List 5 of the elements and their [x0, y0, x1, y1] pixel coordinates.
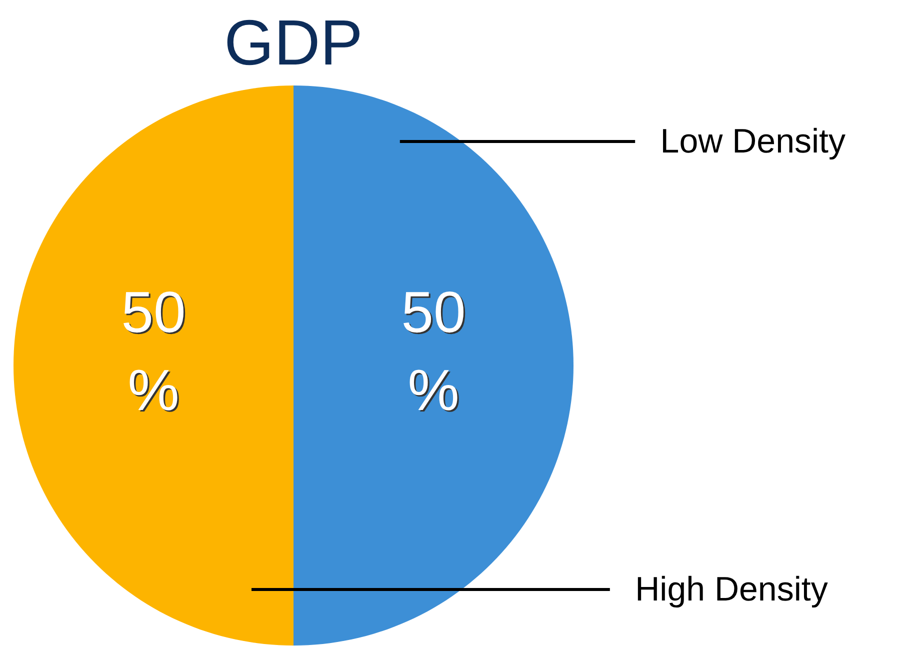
data-label: 50%	[402, 282, 468, 425]
data-label: 50%	[122, 282, 188, 425]
slice-label: High Density	[635, 570, 828, 608]
chart-title: GDP	[224, 6, 363, 78]
slice-label: Low Density	[660, 122, 846, 160]
